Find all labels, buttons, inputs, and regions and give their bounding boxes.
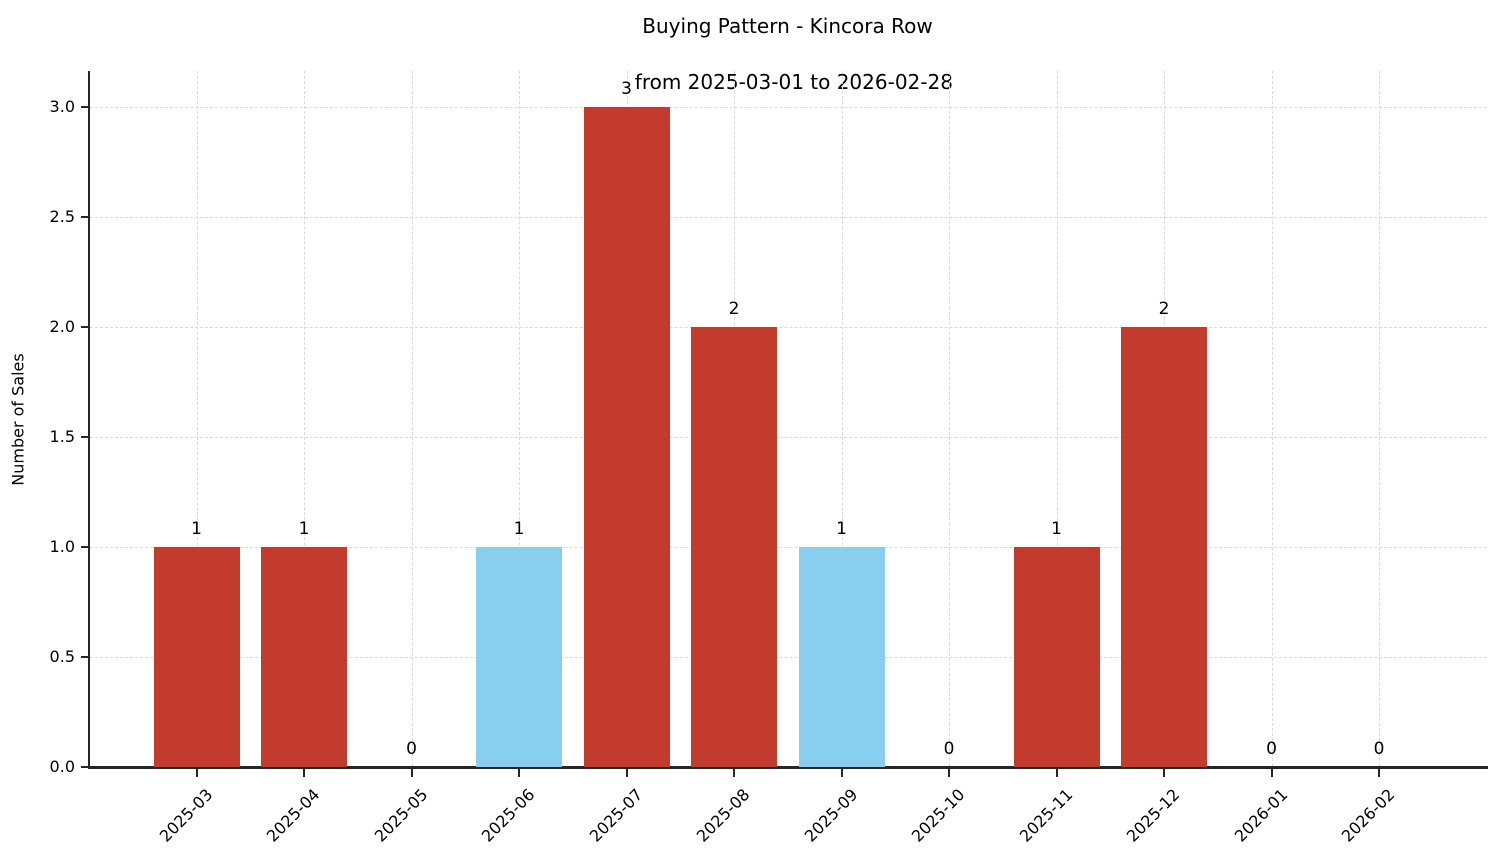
chart-subtitle: from 2025-03-01 to 2026-02-28 <box>634 70 953 94</box>
x-tick-label-2025-03: 2025-03 <box>155 785 216 846</box>
bar-value-label-2026-02: 0 <box>1373 739 1385 759</box>
bar-value-label-2025-11: 1 <box>1051 519 1062 539</box>
x-axis-spine <box>88 766 1488 769</box>
gridline-vertical <box>196 71 198 766</box>
x-tick-label-2025-04: 2025-04 <box>262 785 324 846</box>
bar-2025-04 <box>261 547 347 767</box>
bar-2025-12 <box>1121 327 1207 767</box>
gridline-vertical <box>1271 71 1273 766</box>
gridline-horizontal <box>90 547 1487 548</box>
bar-value-label-2025-09: 1 <box>836 519 847 539</box>
bar-value-label-2025-03: 1 <box>191 519 202 539</box>
x-tick-mark <box>195 769 198 777</box>
bar-2025-07 <box>583 107 670 767</box>
gridline-horizontal <box>90 217 1487 218</box>
x-tick-mark <box>733 769 735 777</box>
gridline-horizontal <box>90 657 1487 658</box>
x-tick-mark <box>840 769 843 777</box>
y-tick-label: 1.0 <box>49 537 75 556</box>
y-tick-mark <box>81 106 88 108</box>
y-tick-mark <box>81 546 88 548</box>
y-tick-mark <box>81 766 88 768</box>
y-tick-mark <box>81 656 88 658</box>
x-tick-mark <box>303 769 305 777</box>
x-tick-label-2025-11: 2025-11 <box>1015 785 1076 846</box>
gridline-vertical <box>1056 71 1058 766</box>
x-tick-label-2025-12: 2025-12 <box>1122 785 1184 846</box>
y-tick-mark <box>81 216 88 218</box>
bar-value-label-2025-10: 0 <box>943 739 955 759</box>
x-tick-label-2026-01: 2026-01 <box>1230 785 1291 846</box>
x-tick-mark <box>1270 769 1273 777</box>
bar-value-label-2025-06: 1 <box>513 519 525 539</box>
chart-title: Buying Pattern - Kincora Row <box>642 14 933 38</box>
bar-value-label-2025-04: 1 <box>298 519 310 539</box>
bar-value-label-2025-07: 3 <box>621 79 632 99</box>
bar-2025-03 <box>153 547 240 767</box>
gridline-vertical <box>841 71 843 766</box>
y-tick-label: 0.5 <box>49 647 75 666</box>
bar-2025-08 <box>691 327 777 767</box>
gridline-horizontal <box>90 327 1487 328</box>
gridline-vertical <box>519 71 520 766</box>
y-tick-mark <box>81 326 88 328</box>
bar-2025-06 <box>476 547 562 767</box>
x-tick-mark <box>1163 769 1165 777</box>
y-axis-spine <box>88 71 90 768</box>
bar-value-label-2025-12: 2 <box>1158 299 1170 319</box>
gridline-vertical <box>304 71 305 766</box>
x-tick-mark <box>410 769 413 777</box>
chart-title-block: Buying Pattern - Kincora Row from 2025-0… <box>88 12 1487 96</box>
x-tick-mark <box>625 769 628 777</box>
x-tick-label-2025-08: 2025-08 <box>692 785 754 846</box>
x-tick-label-2025-07: 2025-07 <box>585 785 646 846</box>
y-tick-label: 3.0 <box>49 97 75 116</box>
y-tick-mark <box>81 436 88 438</box>
y-tick-label: 0.0 <box>49 757 75 776</box>
y-tick-label: 1.5 <box>49 427 75 446</box>
bar-2025-09 <box>798 547 885 767</box>
x-tick-label-2025-10: 2025-10 <box>907 785 969 846</box>
bar-value-label-2025-05: 0 <box>406 739 417 759</box>
x-tick-mark <box>1055 769 1058 777</box>
gridline-vertical <box>411 71 413 766</box>
x-tick-label-2025-05: 2025-05 <box>370 785 431 846</box>
y-tick-label: 2.0 <box>49 317 75 336</box>
gridline-horizontal <box>90 437 1487 438</box>
gridline-vertical <box>949 71 950 766</box>
y-tick-label: 2.5 <box>49 207 75 226</box>
x-tick-label-2026-02: 2026-02 <box>1337 785 1399 846</box>
bar-value-label-2026-01: 0 <box>1266 739 1277 759</box>
x-tick-mark <box>1378 769 1380 777</box>
gridline-horizontal <box>90 107 1487 108</box>
x-tick-mark <box>948 769 950 777</box>
x-tick-label-2025-09: 2025-09 <box>800 785 861 846</box>
x-tick-mark <box>518 769 520 777</box>
bar-2025-11 <box>1013 547 1100 767</box>
gridline-vertical <box>1379 71 1380 766</box>
x-tick-label-2025-06: 2025-06 <box>477 785 539 846</box>
bar-value-label-2025-08: 2 <box>728 299 740 319</box>
